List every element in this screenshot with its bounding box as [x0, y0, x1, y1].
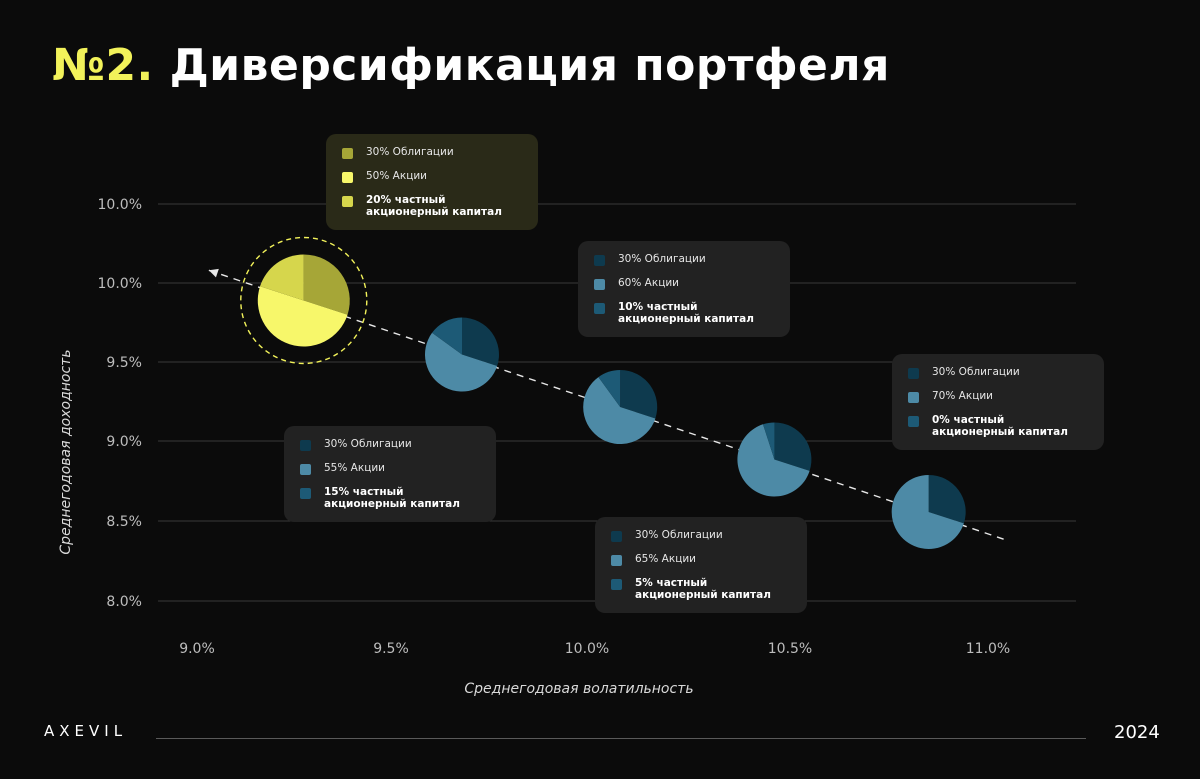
legend-swatch — [594, 255, 605, 266]
pie-point-1 — [240, 236, 368, 365]
legend-label: 15% частный акционерный капитал — [324, 486, 460, 510]
y-tick-label: 10.0% — [98, 276, 142, 292]
legend-swatch — [300, 440, 311, 451]
legend-row-stocks: 55% Акции — [300, 462, 482, 475]
y-tick-label: 9.5% — [106, 355, 142, 371]
pie-slice-bonds — [774, 422, 812, 471]
pie-slice-bonds — [303, 254, 350, 315]
pie-point-4 — [737, 422, 812, 497]
legend-label: 30% Облигации — [932, 366, 1020, 378]
legend-label: 10% частный акционерный капитал — [618, 301, 754, 325]
x-tick-label: 10.0% — [565, 641, 609, 657]
pie-slice-private-equity — [598, 370, 621, 408]
legend-row-bonds: 30% Облигации — [342, 146, 524, 159]
x-tick-label: 11.0% — [966, 641, 1010, 657]
legend-row-bonds: 30% Облигации — [594, 253, 776, 266]
legend-label: 30% Облигации — [366, 146, 454, 158]
legend-swatch — [908, 368, 919, 379]
legend-label: 60% Акции — [618, 277, 679, 289]
legend-row-stocks: 50% Акции — [342, 170, 524, 183]
x-tick-label: 10.5% — [768, 641, 812, 657]
pie-slice-private-equity — [260, 254, 304, 301]
legend-swatch — [342, 196, 353, 207]
legend-row-stocks: 65% Акции — [611, 553, 793, 566]
legend-label: 55% Акции — [324, 462, 385, 474]
legend-swatch — [342, 172, 353, 183]
pie-slice-bonds — [461, 317, 499, 366]
pie-slice-stocks — [891, 474, 964, 549]
legend-label: 65% Акции — [635, 553, 696, 565]
footer-year: 2024 — [1114, 722, 1160, 743]
pie-slice-stocks — [257, 286, 348, 347]
y-tick-label: 10.0% — [98, 197, 142, 213]
y-tick-label: 9.0% — [106, 434, 142, 450]
legend-swatch — [908, 416, 919, 427]
legend-swatch — [908, 392, 919, 403]
page-title: №2. Диверсификация портфеля — [52, 40, 890, 91]
legend-row-private-equity: 5% частный акционерный капитал — [611, 577, 793, 601]
axis-ticks: 8.0% 8.5% 9.0% 9.5% 10.0% 10.0% 9.0% 9.5% 10.0% 1… — [98, 197, 1011, 657]
legend-row-private-equity: 10% частный акционерный капитал — [594, 301, 776, 325]
pie-slice-stocks — [424, 332, 498, 392]
legend-swatch — [594, 279, 605, 290]
legend-portfolio-3: 30% Облигации 60% Акции 10% частный акци… — [578, 241, 790, 337]
legend-portfolio-2: 30% Облигации 55% Акции 15% частный акци… — [284, 426, 496, 522]
legend-portfolio-4: 30% Облигации 65% Акции 5% частный акцио… — [595, 517, 807, 613]
x-axis-label: Среднегодовая волатильность — [464, 681, 694, 697]
pie-slice-bonds — [620, 370, 658, 419]
brand-logo: AXEVIL — [44, 722, 128, 740]
legend-label: 30% Облигации — [635, 529, 723, 541]
legend-swatch — [342, 148, 353, 159]
y-tick-label: 8.5% — [106, 514, 142, 530]
legend-swatch — [300, 488, 311, 499]
legend-swatch — [300, 464, 311, 475]
legend-label: 30% Облигации — [618, 253, 706, 265]
data-points — [240, 236, 966, 549]
legend-label: 0% частный акционерный капитал — [932, 414, 1068, 438]
legend-swatch — [594, 303, 605, 314]
footer-divider — [156, 738, 1086, 739]
legend-label: 70% Акции — [932, 390, 993, 402]
legend-label: 20% частный акционерный капитал — [366, 194, 502, 218]
legend-row-bonds: 30% Облигации — [611, 529, 793, 542]
legend-swatch — [611, 555, 622, 566]
legend-row-private-equity: 0% частный акционерный капитал — [908, 414, 1090, 438]
y-axis-label: Среднегодовая доходность — [58, 349, 74, 555]
pie-point-5 — [891, 474, 966, 549]
title-text: Диверсификация портфеля — [169, 40, 890, 91]
pie-point-2 — [424, 317, 499, 392]
pie-slice-stocks — [583, 377, 656, 445]
legend-row-stocks: 70% Акции — [908, 390, 1090, 403]
trend-arrow-head — [208, 268, 219, 278]
legend-row-private-equity: 15% частный акционерный капитал — [300, 486, 482, 510]
legend-label: 5% частный акционерный капитал — [635, 577, 771, 601]
y-tick-label: 8.0% — [106, 594, 142, 610]
x-tick-label: 9.0% — [179, 641, 215, 657]
title-number: №2. — [52, 40, 154, 91]
legend-row-stocks: 60% Акции — [594, 277, 776, 290]
pie-slice-stocks — [737, 424, 810, 497]
x-tick-label: 9.5% — [373, 641, 409, 657]
legend-label: 30% Облигации — [324, 438, 412, 450]
pie-slice-private-equity — [432, 317, 462, 355]
legend-portfolio-5: 30% Облигации 70% Акции 0% частный акцио… — [892, 354, 1104, 450]
legend-row-bonds: 30% Облигации — [908, 366, 1090, 379]
pie-slice-bonds — [928, 474, 966, 524]
highlight-ring — [240, 236, 368, 365]
legend-portfolio-1: 30% Облигации 50% Акции 20% частный акци… — [326, 134, 538, 230]
pie-point-3 — [583, 370, 658, 445]
legend-swatch — [611, 531, 622, 542]
legend-swatch — [611, 579, 622, 590]
legend-row-private-equity: 20% частный акционерный капитал — [342, 194, 524, 218]
legend-label: 50% Акции — [366, 170, 427, 182]
legend-row-bonds: 30% Облигации — [300, 438, 482, 451]
pie-slice-private-equity — [762, 422, 775, 460]
